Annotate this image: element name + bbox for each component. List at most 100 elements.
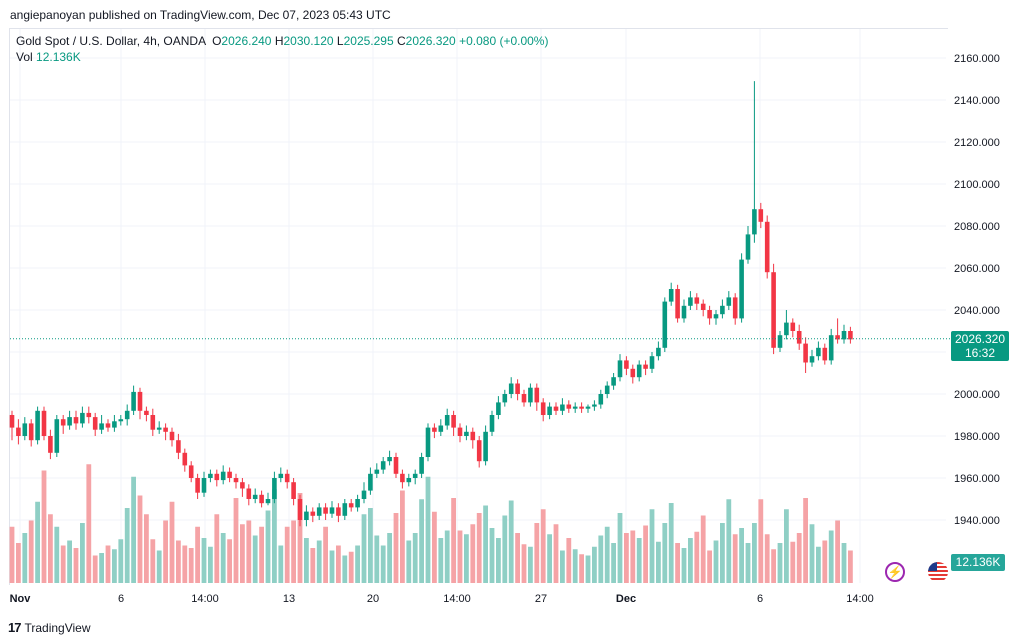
volume-bar [412, 533, 418, 583]
volume-bar [41, 470, 47, 583]
candle-body [336, 507, 341, 516]
x-tick-label: 20 [367, 593, 379, 605]
legend-close-label: C [397, 34, 406, 48]
volume-bar [515, 533, 520, 583]
candle-body [246, 488, 252, 499]
legend-low: 2025.295 [343, 34, 394, 48]
candle-body [169, 431, 175, 441]
candle-body [214, 473, 220, 481]
volume-bar [483, 505, 488, 583]
candle-body [265, 499, 271, 504]
volume-bar [720, 523, 725, 583]
volume-bar [662, 523, 668, 583]
candle-body [144, 410, 149, 415]
volume-bar [764, 534, 770, 583]
candle-body [67, 417, 72, 426]
volume-bar [118, 539, 124, 583]
candle-body [649, 356, 655, 369]
x-tick-label: Nov [10, 593, 32, 605]
volume-bar [508, 500, 514, 583]
candle-body [387, 457, 392, 462]
candle-body [406, 478, 412, 483]
volume-bar [438, 538, 444, 583]
legend-symbol[interactable]: Gold Spot / U.S. Dollar, 4h, OANDA [16, 34, 207, 48]
candle-body [476, 440, 482, 462]
volume-bar [54, 526, 60, 583]
candle-body [348, 503, 354, 508]
candle-body [745, 234, 751, 260]
volume-bar [752, 523, 757, 583]
footer-brand[interactable]: 17 TradingView [8, 620, 91, 635]
volume-bar [617, 513, 623, 583]
candle-body [841, 331, 847, 340]
candle-body [656, 347, 661, 357]
volume-bar [796, 533, 802, 583]
volume-bar [521, 544, 527, 583]
last-price-tag: 2026.320 16:32 [951, 331, 1009, 361]
volume-bar [451, 498, 456, 583]
candle-body [553, 406, 559, 411]
volume-bar [124, 508, 130, 583]
candle-body [848, 331, 853, 340]
candle-body [227, 471, 232, 478]
candle-body [425, 427, 431, 457]
volume-bar [291, 520, 296, 583]
candle-body [60, 419, 66, 426]
volume-bar [579, 554, 584, 583]
bolt-icon[interactable]: ⚡ [885, 562, 905, 582]
volume-bar [630, 530, 636, 583]
volume-bar [259, 526, 264, 583]
candle-body [592, 404, 597, 407]
volume-bar [406, 540, 412, 583]
volume-bar [112, 549, 117, 583]
y-tick-label: 1960.000 [954, 473, 1000, 485]
y-tick-label: 1940.000 [954, 515, 1000, 527]
volume-bar [675, 543, 680, 583]
volume-bar [201, 538, 207, 583]
volume-bar [22, 533, 28, 583]
volume-bar [419, 499, 424, 583]
candle-body [201, 478, 207, 493]
volume-bar [464, 534, 469, 583]
y-tick-label: 2120.000 [954, 137, 1000, 149]
candle-body [566, 404, 572, 409]
candle-body [220, 471, 226, 481]
candle-body [700, 303, 706, 310]
volume-bar [208, 546, 213, 583]
plot-frame[interactable] [9, 28, 948, 585]
volume-bar [835, 520, 840, 583]
volume-bar [297, 493, 303, 583]
candle-body [515, 383, 520, 394]
candle-body [48, 436, 53, 453]
x-tick-label: Dec [616, 593, 636, 605]
candle-body [323, 507, 328, 514]
y-tick-label: 2080.000 [954, 221, 1000, 233]
candle-body [790, 322, 796, 331]
candle-body [521, 394, 527, 403]
candle-body [92, 417, 98, 430]
candle-body [329, 507, 335, 514]
candle-body [547, 406, 552, 415]
candle-body [560, 404, 565, 411]
candle-body [572, 406, 578, 409]
chart-legend: Gold Spot / U.S. Dollar, 4h, OANDA O2026.… [16, 33, 548, 65]
candle-body [112, 421, 117, 428]
volume-bar [16, 543, 21, 583]
legend-vol-label[interactable]: Vol [16, 50, 33, 64]
legend-high: 2030.120 [283, 34, 334, 48]
us-flag-icon[interactable] [928, 562, 948, 582]
candle-body [611, 377, 616, 386]
volume-bar [60, 545, 66, 583]
candle-body [131, 391, 136, 411]
volume-bar [137, 495, 143, 583]
candle-body [457, 427, 463, 436]
x-tick-label: 14:00 [846, 593, 874, 605]
volume-bar [310, 548, 316, 583]
candle-body [636, 364, 642, 378]
candle-body [355, 499, 360, 508]
legend-low-label: L [336, 34, 344, 48]
candle-body [585, 406, 591, 409]
candle-body [272, 478, 277, 499]
volume-bar [323, 526, 328, 583]
